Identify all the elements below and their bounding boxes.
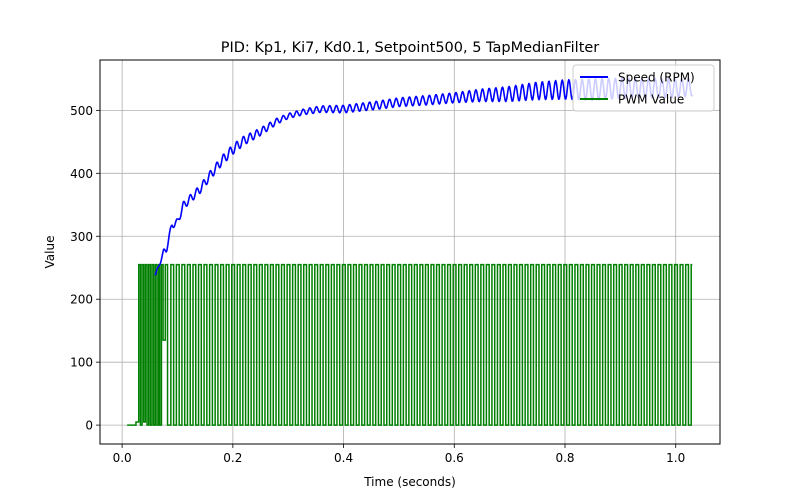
y-tick-label: 100 [70,356,93,370]
y-tick-label: 0 [85,419,93,433]
x-tick-label: 1.0 [666,451,685,465]
legend: Speed (RPM) PWM Value [572,64,715,112]
axis-ticks: 0.0 0.2 0.4 0.6 0.8 1.0 0 100 200 300 400 500 [70,104,685,465]
legend-label-pwm: PWM Value [618,93,684,107]
x-tick-label: 0.4 [334,451,353,465]
x-tick-label: 0.2 [223,451,242,465]
y-tick-label: 400 [70,167,93,181]
y-axis-label: Value [43,236,57,269]
x-tick-label: 0.6 [445,451,464,465]
x-tick-label: 0.0 [113,451,132,465]
y-tick-label: 200 [70,293,93,307]
x-axis-label: Time (seconds) [363,475,456,489]
series-line-pwm-value [127,263,693,426]
y-tick-label: 300 [70,230,93,244]
x-tick-label: 0.8 [555,451,574,465]
y-tick-label: 500 [70,104,93,118]
chart-title: PID: Kp1, Ki7, Kd0.1, Setpoint500, 5 Tap… [221,40,600,56]
legend-label-speed: Speed (RPM) [618,71,695,85]
plot-frame [99,59,721,445]
legend-box [572,64,715,112]
